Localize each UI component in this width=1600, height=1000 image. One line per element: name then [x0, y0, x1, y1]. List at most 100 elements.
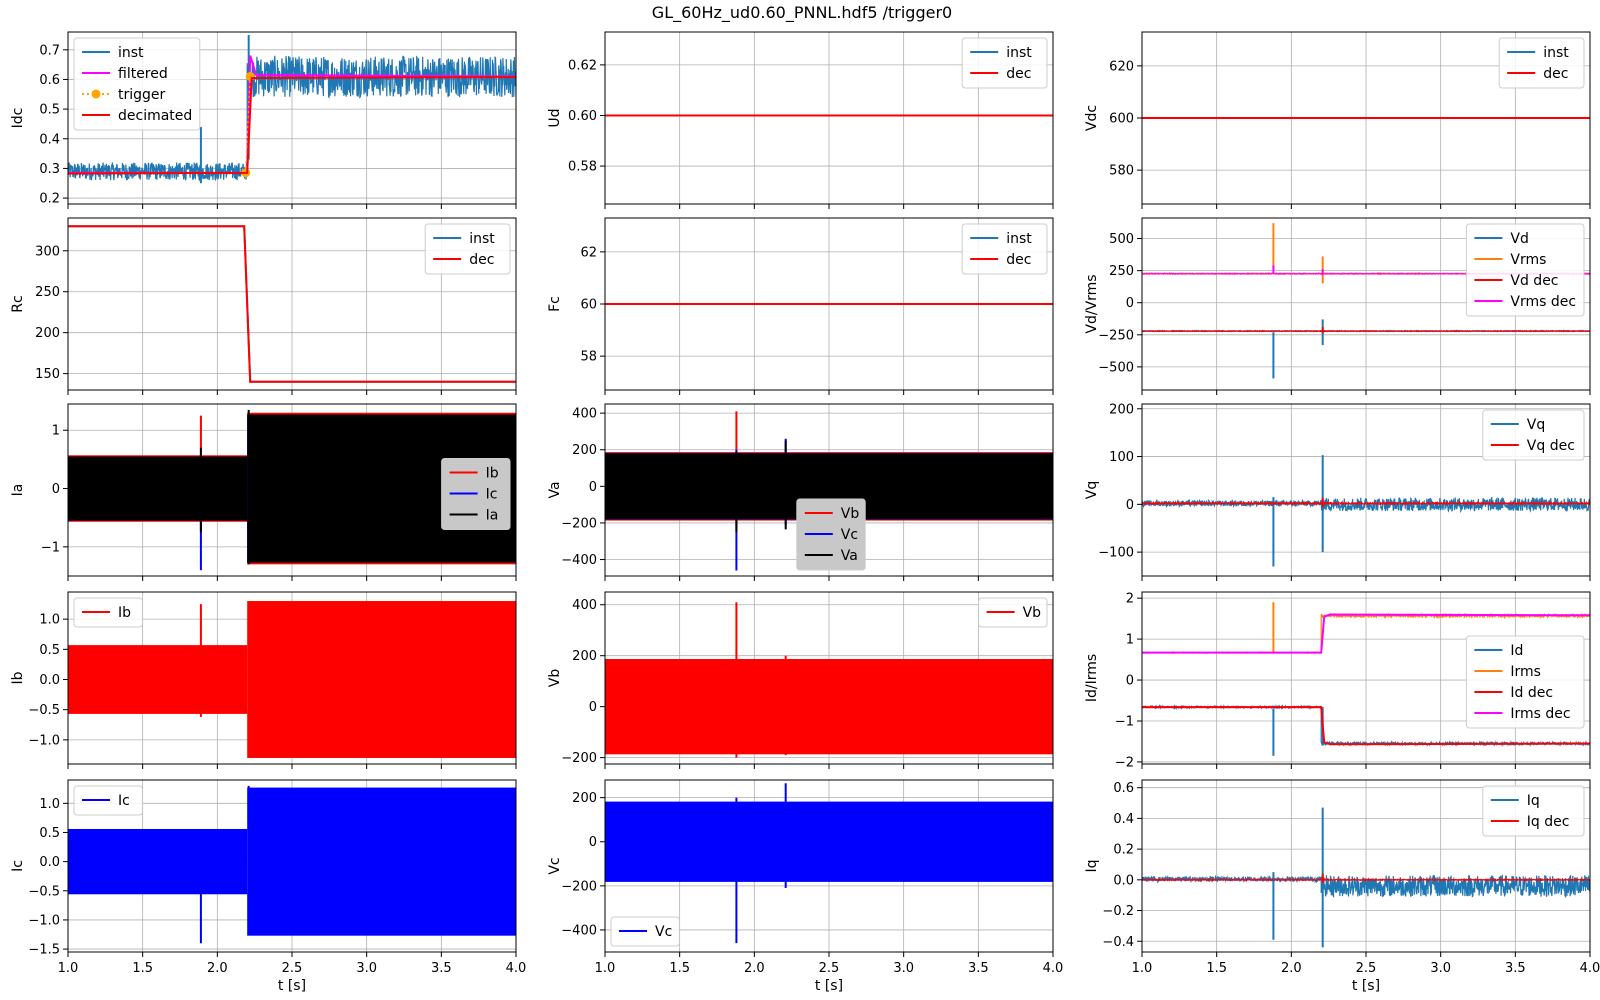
series-vc — [605, 783, 1053, 944]
x-axis — [604, 204, 1054, 209]
y-tick-label: 0.5 — [39, 826, 60, 841]
plot-area — [68, 34, 516, 184]
series-line — [68, 225, 516, 383]
y-tick-label: 100 — [1109, 450, 1134, 465]
y-tick-label: 0.2 — [39, 192, 60, 207]
x-tick-label: 3.0 — [893, 961, 914, 976]
series-line — [1142, 500, 1590, 507]
legend-entry: Vb — [1023, 605, 1042, 621]
legend-entry: Ia — [486, 508, 499, 524]
series-band — [247, 787, 516, 936]
series-band — [68, 645, 248, 714]
legend-entry: Id — [1510, 643, 1523, 659]
y-tick-label: 1 — [52, 424, 60, 439]
y-tick-label: 0.5 — [39, 643, 60, 658]
y-axis: −1 0 1 — [41, 424, 68, 555]
legend-entry: Irms dec — [1510, 706, 1570, 722]
y-tick-label: 250 — [35, 285, 60, 300]
x-tick-label: 1.5 — [1206, 961, 1227, 976]
series-decimated — [68, 76, 516, 175]
series-band — [68, 456, 248, 521]
x-tick-label: 2.5 — [1356, 961, 1377, 976]
x-tick-label: 3.5 — [1505, 961, 1526, 976]
y-tick-label: 150 — [35, 367, 60, 382]
legend-entry: inst — [469, 231, 495, 247]
plot-area — [68, 225, 516, 383]
series-vd-dec — [1142, 327, 1590, 334]
y-tick-label: −1.0 — [28, 913, 60, 928]
x-tick-label: 2.0 — [744, 961, 765, 976]
x-axis-label: t [s] — [278, 978, 306, 994]
y-axis-label: Fc — [547, 296, 563, 312]
x-axis: 1.0 1.5 2.0 2.5 3.0 3.5 4.0 — [595, 952, 1064, 976]
plot-area — [605, 783, 1053, 944]
subplot-vb: −200 0 200 400 Vb Vb — [547, 591, 1054, 769]
series-line — [1142, 877, 1590, 882]
y-axis: −100 0 100 200 — [1098, 402, 1142, 561]
legend-entry: Vc — [655, 924, 672, 940]
series-band — [68, 828, 248, 895]
plot-area — [605, 602, 1053, 758]
subplot-vdc: 580 600 620 Vdc inst dec — [1084, 31, 1591, 209]
y-tick-label: 0.6 — [39, 73, 60, 88]
y-tick-label: 62 — [580, 245, 597, 260]
y-tick-label: 0 — [589, 700, 597, 715]
legend: inst dec — [424, 223, 511, 275]
subplot-vd-vrms: −500 −250 0 250 500 Vd/Vrms Vd Vrms Vd dec Vrms d… — [1084, 217, 1591, 395]
x-tick-label: 4.0 — [1580, 961, 1600, 976]
plot-area — [1142, 807, 1590, 948]
x-tick-label: 2.5 — [819, 961, 840, 976]
y-axis: −200 0 200 400 — [561, 598, 605, 766]
y-axis-label: Id/Irms — [1084, 654, 1100, 702]
legend-entry: dec — [1006, 252, 1031, 268]
y-tick-label: 400 — [572, 598, 597, 613]
series-band — [605, 801, 1053, 882]
y-tick-label: 2 — [1126, 592, 1134, 607]
x-axis — [67, 764, 517, 769]
subplot-grid: 0.2 0.3 0.4 0.5 0.6 0.7 Idc inst filtered trigger… — [10, 31, 1600, 994]
subplot-id-irms: −2 −1 0 1 2 Id/Irms Id Irms Id dec Irms dec — [1084, 591, 1591, 770]
y-tick-label: −200 — [561, 751, 597, 766]
plot-area — [68, 601, 516, 758]
x-tick-label: 2.0 — [1281, 961, 1302, 976]
y-tick-label: 0 — [589, 480, 597, 495]
legend-box — [424, 223, 511, 275]
y-tick-label: 0.2 — [1113, 843, 1134, 858]
subplot-idc: 0.2 0.3 0.4 0.5 0.6 0.7 Idc inst filtered trigger… — [10, 31, 517, 209]
series-band — [247, 601, 516, 758]
y-tick-label: −1 — [41, 540, 60, 555]
y-axis-label: Ud — [547, 108, 563, 127]
y-tick-label: 200 — [572, 649, 597, 664]
legend-entry: Ic — [486, 487, 498, 503]
y-tick-label: 0.0 — [1113, 873, 1134, 888]
legend-entry: inst — [1543, 45, 1569, 61]
y-tick-label: 0 — [589, 835, 597, 850]
x-axis — [604, 390, 1054, 395]
legend: inst dec — [1498, 37, 1585, 89]
y-tick-label: 0.7 — [39, 43, 60, 58]
x-tick-label: 1.5 — [669, 961, 690, 976]
y-tick-label: 250 — [1109, 264, 1134, 279]
legend-entry: inst — [1006, 45, 1032, 61]
series-line — [1142, 874, 1590, 899]
legend: Vc — [610, 916, 680, 947]
legend-box — [1465, 223, 1585, 317]
y-tick-label: 0.5 — [39, 103, 60, 118]
legend-entry: Ib — [486, 466, 499, 482]
legend-box — [1482, 409, 1585, 461]
x-tick-label: 3.5 — [968, 961, 989, 976]
x-tick-label: 4.0 — [506, 961, 527, 976]
x-axis — [1141, 390, 1591, 395]
y-tick-label: −2 — [1115, 755, 1134, 770]
legend-marker — [91, 89, 101, 99]
y-tick-label: −200 — [561, 879, 597, 894]
legend-entry: Vrms dec — [1510, 294, 1576, 310]
x-tick-label: 3.0 — [356, 961, 377, 976]
x-tick-label: 4.0 — [1043, 961, 1064, 976]
legend: Ib — [73, 597, 143, 628]
x-axis-label: t [s] — [1352, 978, 1380, 994]
figure-title: GL_60Hz_ud0.60_PNNL.hdf5 /trigger0 — [652, 3, 952, 23]
x-axis — [1141, 204, 1591, 209]
legend-box — [961, 37, 1048, 89]
y-tick-label: 0.4 — [1113, 812, 1134, 827]
